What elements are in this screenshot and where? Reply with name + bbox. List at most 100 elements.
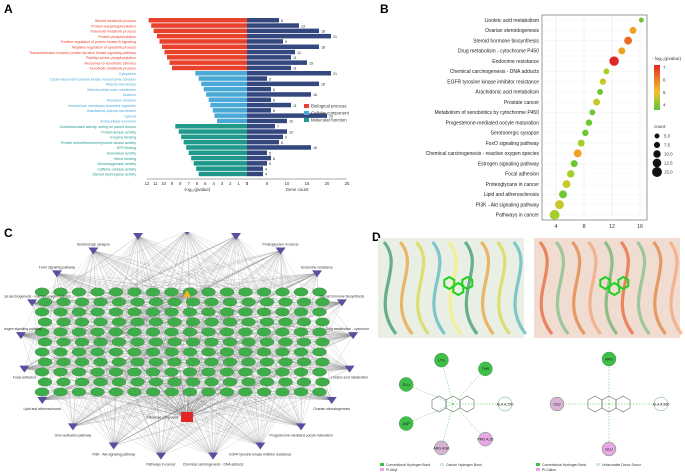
kegg-bubble xyxy=(549,209,560,220)
go-count-bar xyxy=(247,92,311,97)
go-term-label: Response to xenobiotic stimulus xyxy=(84,61,136,65)
network-edge xyxy=(160,391,228,456)
target-node xyxy=(182,347,198,357)
kegg-pathway-label: Prostate cancer xyxy=(504,100,539,106)
top-hub-edge xyxy=(186,293,268,343)
go-left-tick: 7 xyxy=(187,181,190,186)
network-edge xyxy=(303,341,350,369)
go-logp-bar xyxy=(212,108,247,113)
target-node xyxy=(204,357,219,367)
target-node xyxy=(108,287,124,297)
go-count-value: 5 xyxy=(269,77,271,81)
target-node xyxy=(53,387,68,397)
target-node xyxy=(201,347,216,357)
protein-ribbon xyxy=(619,240,635,335)
target-node xyxy=(182,327,198,337)
target-node xyxy=(293,347,309,357)
target-node xyxy=(71,287,87,297)
target-node xyxy=(111,297,127,307)
kegg-pathway-label: Proteoglycans in cancer xyxy=(486,182,540,188)
network-edge xyxy=(245,351,302,427)
residue-bubble xyxy=(549,396,565,412)
go-left-tick: 2 xyxy=(229,181,232,186)
target-node xyxy=(238,347,253,357)
pathway-node xyxy=(19,365,30,373)
network-edge xyxy=(97,250,281,293)
go-count-bar xyxy=(247,171,263,177)
network-edge xyxy=(137,235,172,333)
network-edge xyxy=(78,250,94,293)
go-legend-label: Molecular function xyxy=(311,118,347,123)
target-node xyxy=(164,307,179,317)
protein-ribbon xyxy=(603,240,619,335)
kegg-pathway-label: FoxO signaling pathway xyxy=(486,141,540,147)
pathway-label: Proteoglycans in cancer xyxy=(263,243,300,247)
kegg-bubble xyxy=(629,26,637,34)
go-logp-bar xyxy=(164,49,247,55)
go-left-tick: 5 xyxy=(204,181,207,186)
go-term-label: Flavonoid metabolic process xyxy=(90,30,136,34)
hub-edge xyxy=(137,301,188,418)
go-term-label: Extracellular exosome xyxy=(101,120,136,124)
network-edge xyxy=(42,311,320,401)
target-node xyxy=(145,307,161,317)
docking-3d-left xyxy=(378,238,528,338)
network-edge xyxy=(187,232,228,293)
residue-label: LYS xyxy=(438,359,445,363)
network-edge xyxy=(60,235,237,373)
go-term-label: Protein serine/threonine/tyrosine kinase… xyxy=(61,141,136,145)
target-node xyxy=(219,327,235,337)
kegg-pathway-label: Lipid and atherosclerosis xyxy=(484,192,540,198)
go-term-label: Peptidyl-serine phosphorylation xyxy=(86,56,136,60)
go-logp-bar xyxy=(153,28,247,34)
target-node xyxy=(259,357,275,367)
kegg-bubble xyxy=(609,56,619,66)
network-edge xyxy=(97,351,114,446)
target-node xyxy=(127,307,142,317)
target-node xyxy=(127,347,142,357)
protein-ribbon xyxy=(538,240,554,335)
target-node xyxy=(222,377,238,387)
go-count-value: 18 xyxy=(321,30,325,34)
go-logp-bar xyxy=(178,129,247,134)
kegg-color-tick: 7 xyxy=(663,65,666,70)
go-count-bar xyxy=(247,134,283,140)
kegg-bubble xyxy=(559,190,567,199)
go-left-tick: 8 xyxy=(179,181,182,186)
network-edge xyxy=(100,361,214,456)
go-term-label: Nucleus xyxy=(123,93,136,97)
target-node xyxy=(315,377,330,387)
pathway-label: Chemical carcinogenesis - DNA adducts xyxy=(183,463,244,467)
kegg-bubble xyxy=(567,170,575,178)
target-node xyxy=(108,367,124,377)
target-node xyxy=(278,297,293,307)
go-count-bar xyxy=(247,49,295,55)
target-node xyxy=(275,307,290,317)
go-count-value: 11 xyxy=(293,56,297,60)
kegg-bubble-chart: 4 8 12 16 Linoleic acid metabolism Ovarian st… xyxy=(426,14,681,230)
interaction-line xyxy=(406,403,454,424)
network-edge xyxy=(20,291,43,336)
target-node xyxy=(71,387,87,397)
target-node xyxy=(90,387,105,397)
residue-label: ARG xyxy=(605,357,613,361)
go-left-tick: 6 xyxy=(196,181,199,186)
go-count-bar xyxy=(247,161,267,166)
kegg-bubble xyxy=(589,109,596,116)
go-legend-label: Cellular component xyxy=(311,111,350,116)
go-count-value: 16 xyxy=(313,93,317,97)
network-edge xyxy=(81,235,139,383)
network-edge xyxy=(282,302,342,373)
kegg-bubble xyxy=(603,68,610,75)
go-term-label: Cytosol xyxy=(124,114,136,118)
target-node xyxy=(293,327,309,337)
residue-label: ALA A:560 xyxy=(653,402,670,406)
go-right-tick: 5 xyxy=(266,181,269,186)
go-count-value: 8 xyxy=(281,19,283,23)
kegg-size-dot xyxy=(652,167,662,177)
target-node xyxy=(315,317,330,327)
network-edge xyxy=(319,371,332,401)
kegg-pathway-label: Focal adhesion xyxy=(505,172,539,178)
kegg-color-bar xyxy=(654,65,660,110)
ligand-ring xyxy=(599,275,612,291)
